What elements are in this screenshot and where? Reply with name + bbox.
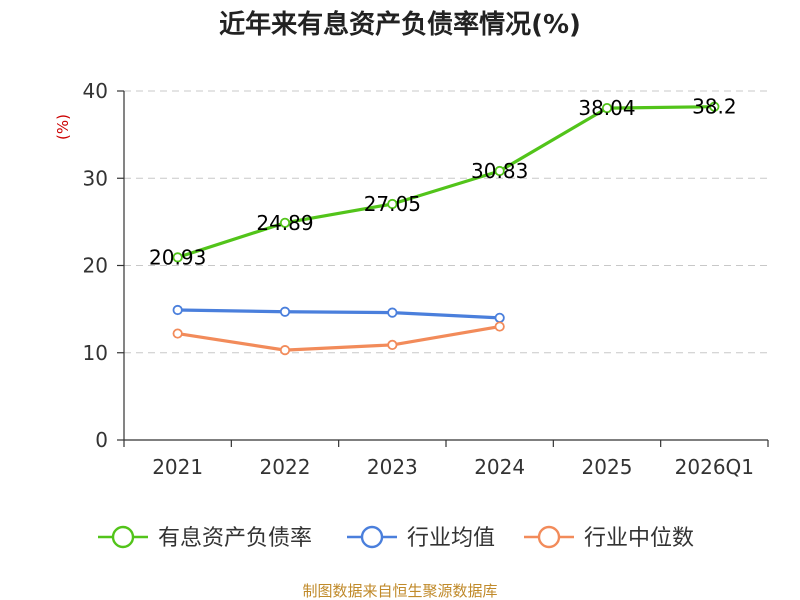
chart-title: 近年来有息资产负债率情况(%) [219,9,581,40]
data-point[interactable] [601,103,613,114]
data-point[interactable] [494,321,505,332]
data-point[interactable] [279,306,291,317]
gridlines [124,90,768,354]
y-tick-label: 10 [83,341,108,365]
data-label: 24.89 [256,211,313,235]
data-point[interactable] [387,198,398,210]
y-tick-label: 0 [95,428,108,452]
data-point[interactable] [709,101,720,112]
data-point[interactable] [494,312,505,323]
legend-label[interactable]: 行业均值 [407,526,495,551]
data-point[interactable] [172,304,183,316]
x-tick-label: 2024 [474,455,525,479]
x-tick-label: 2022 [260,455,311,479]
data-label: 27.05 [364,192,421,216]
legend-label[interactable]: 有息资产负债率 [158,526,312,551]
source-note: 制图数据来自恒生聚源数据库 [302,582,497,600]
series-line-3 [176,324,502,352]
data-point[interactable] [279,217,291,228]
data-point[interactable] [172,328,183,339]
legend-marker[interactable] [111,525,135,549]
series-line-1 [176,105,716,259]
x-tick-label: 2021 [152,455,203,479]
legend-marker[interactable] [360,525,384,549]
y-tick-label: 30 [83,166,108,190]
data-point[interactable] [387,307,398,318]
axes: 0 10 20 30 40 2021 2022 2023 2024 2025 2026Q1 [83,79,769,479]
data-label: 30.83 [471,159,528,183]
data-label: 38.2 [692,95,737,119]
legend-marker[interactable] [537,525,561,549]
x-tick-label: 2026Q1 [675,455,754,479]
data-label: 38.04 [578,96,635,120]
legend[interactable]: 有息资产负债率 行业均值 行业中位数 [98,525,694,551]
x-tick-label: 2023 [367,455,418,479]
y-axis-unit: (%) [54,114,72,140]
series-line-2 [176,308,502,320]
y-tick-label: 40 [83,79,108,103]
x-tick-label: 2025 [582,455,633,479]
data-point[interactable] [279,345,291,356]
y-tick-label: 20 [83,254,108,278]
data-label: 20.93 [149,245,206,269]
series-group [172,101,720,356]
data-labels: 20.93 24.89 27.05 30.83 38.04 38.2 [149,95,737,270]
data-point[interactable] [387,339,398,350]
data-point[interactable] [172,252,183,263]
data-point[interactable] [494,165,505,177]
legend-label[interactable]: 行业中位数 [584,526,694,551]
